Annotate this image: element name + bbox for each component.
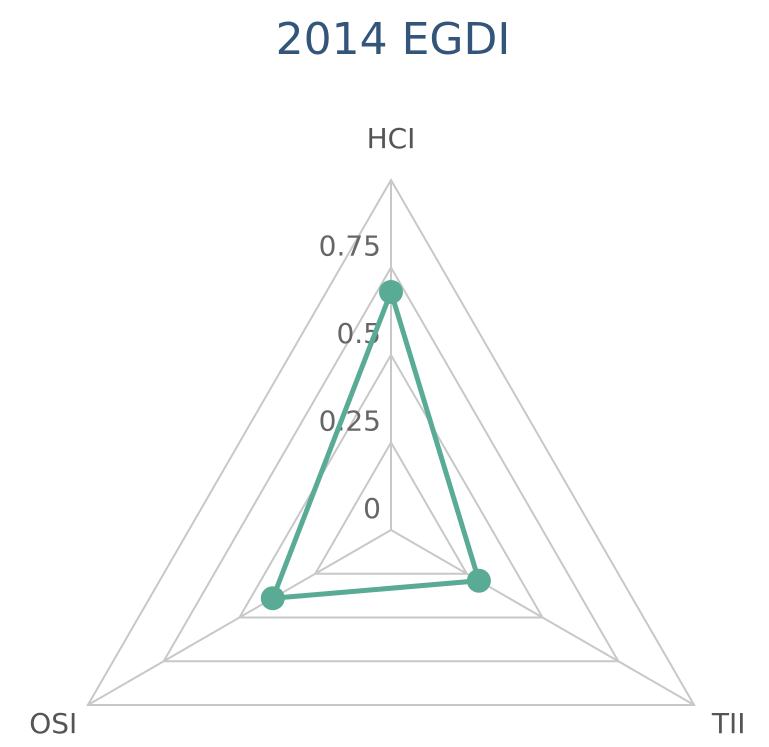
y-tick-label: 0.25 [319,405,381,438]
category-label: OSI [29,707,77,740]
data-point [466,568,491,593]
series-line [270,289,482,601]
category-label: TII [711,707,746,740]
data-point [260,586,285,611]
y-tick-label: 0.75 [319,230,381,263]
grid-ring [313,440,469,575]
axis-line [87,529,392,706]
axis-line [390,529,695,706]
grid-ring [86,177,696,706]
category-label: HCI [367,122,416,155]
chart-title: 2014 EGDI [276,14,511,65]
grid-ring [161,265,621,663]
y-tick-label: 0 [363,492,381,525]
data-point [379,280,403,304]
